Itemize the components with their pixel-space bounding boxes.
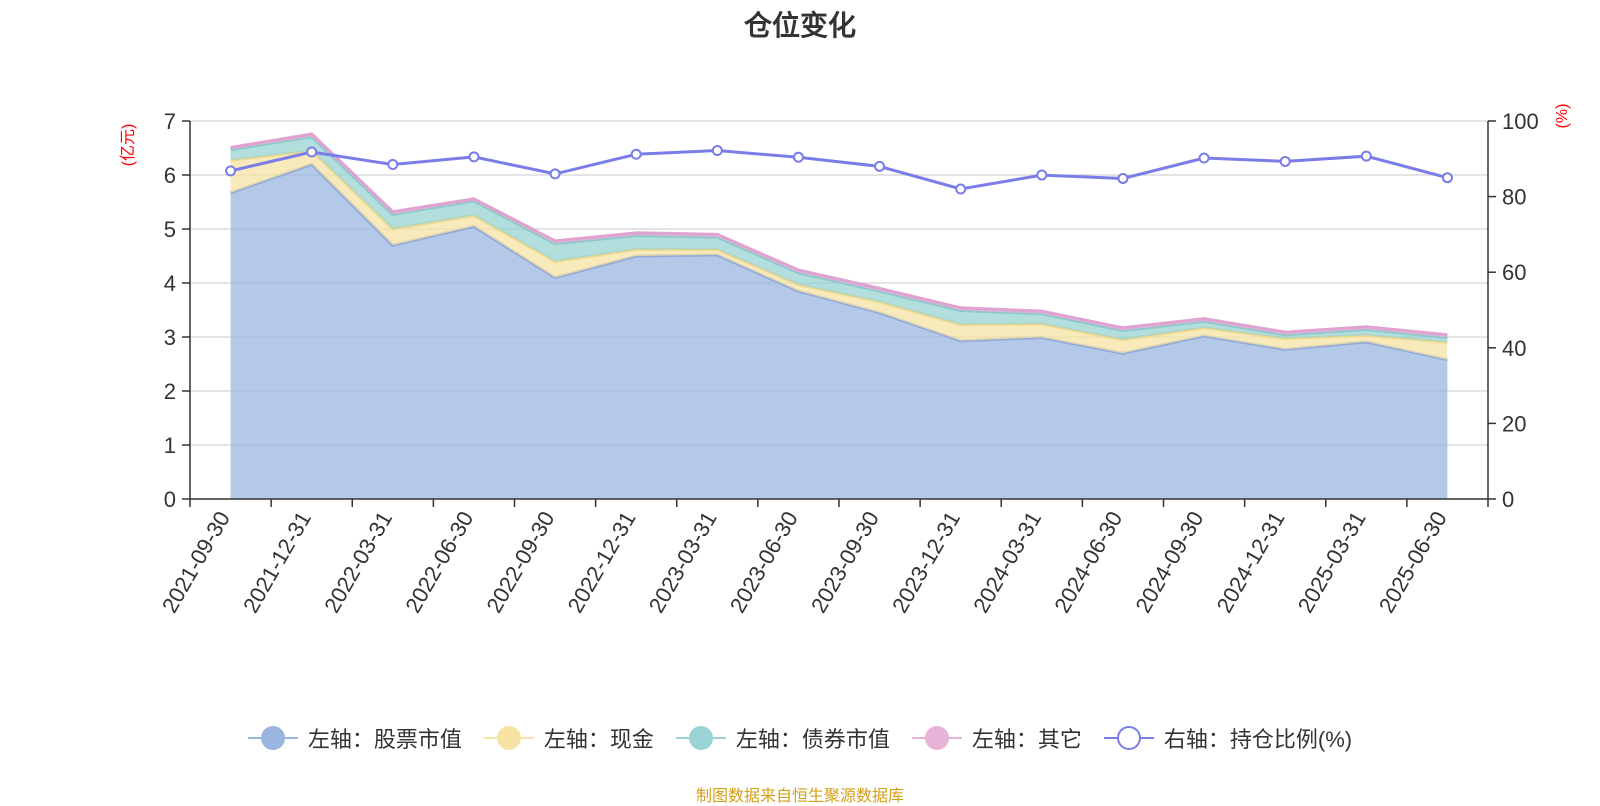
x-tick-label: 2023-09-30: [806, 507, 884, 617]
other-area-edge: [230, 132, 1448, 337]
x-tick-label: 2022-09-30: [481, 507, 559, 617]
left-tick-label: 5: [164, 217, 176, 242]
x-tick-label: 2023-12-31: [887, 507, 965, 617]
x-tick-label: 2021-12-31: [238, 507, 316, 617]
right-tick-label: 60: [1502, 260, 1526, 285]
right-tick-label: 20: [1502, 411, 1526, 436]
ratio-point: [792, 151, 804, 163]
left-axis-unit-label: (亿元): [119, 124, 137, 167]
left-tick-label: 4: [164, 271, 176, 296]
ratio-point: [1441, 172, 1453, 184]
legend-item-other[interactable]: 左轴：其它: [911, 722, 1082, 754]
x-tick-label: 2024-06-30: [1049, 507, 1127, 617]
ratio-point: [955, 183, 967, 195]
source-note: 制图数据来自恒生聚源数据库: [695, 788, 904, 805]
right-tick-label: 80: [1502, 185, 1526, 210]
ratio-line-layer: [225, 144, 1453, 195]
legend-item-stock[interactable]: 左轴：股票市值: [247, 722, 462, 754]
ratio-point: [874, 160, 886, 172]
ratio-line: [230, 148, 1448, 191]
legend-cash-label: 左轴：现金: [543, 727, 654, 752]
x-tick-label: 2025-06-30: [1374, 507, 1452, 617]
ratio-point: [630, 148, 642, 160]
left-tick-label: 6: [164, 163, 176, 188]
left-tick-label: 2: [164, 379, 176, 404]
ratio-point: [1198, 152, 1210, 164]
left-tick-label: 7: [164, 109, 176, 134]
legend-stock-label: 左轴：股票市值: [307, 727, 462, 752]
legend-cash-icon: [483, 726, 534, 750]
right-axis-unit-label: (%): [1554, 104, 1571, 129]
legend-ratio-icon: [1103, 726, 1154, 750]
left-tick-label: 0: [164, 487, 176, 512]
ratio-point: [387, 158, 399, 170]
legend-bond-label: 左轴：债券市值: [735, 727, 890, 752]
x-tick-label: 2021-09-30: [157, 507, 235, 617]
x-tick-label: 2024-12-31: [1212, 507, 1290, 617]
right-tick-label: 0: [1502, 487, 1514, 512]
x-tick-label: 2022-03-31: [319, 507, 397, 617]
legend-other-label: 左轴：其它: [971, 727, 1082, 752]
right-tick-label: 100: [1502, 109, 1539, 134]
x-tick-label: 2023-03-31: [644, 507, 722, 617]
ratio-point: [306, 146, 318, 158]
ratio-point: [1117, 172, 1129, 184]
legend-item-cash[interactable]: 左轴：现金: [483, 722, 654, 754]
legend-ratio-label: 右轴：持仓比例(%): [1163, 727, 1353, 752]
stock-area: [230, 164, 1448, 499]
x-tick-label: 2022-12-31: [563, 507, 641, 617]
left-tick-label: 1: [164, 433, 176, 458]
ratio-point: [468, 151, 480, 163]
ratio-point: [225, 165, 237, 177]
ratio-point: [1036, 169, 1048, 181]
chart-title: 仓位变化: [743, 10, 856, 41]
cash-area: [230, 150, 1448, 360]
right-tick-label: 40: [1502, 336, 1526, 361]
legend-stock-icon: [247, 726, 298, 750]
ratio-point: [1360, 150, 1372, 162]
x-tick-label: 2023-06-30: [725, 507, 803, 617]
legend-other-icon: [911, 726, 962, 750]
left-tick-label: 3: [164, 325, 176, 350]
ratio-point: [549, 168, 561, 180]
x-tick-label: 2024-03-31: [968, 507, 1046, 617]
x-tick-label: 2022-06-30: [400, 507, 478, 617]
x-tick-label: 2024-09-30: [1130, 507, 1208, 617]
legend-item-ratio[interactable]: 右轴：持仓比例(%): [1103, 722, 1353, 754]
legend-item-bond[interactable]: 左轴：债券市值: [675, 722, 890, 754]
area-layer: [230, 132, 1448, 499]
ratio-point: [1279, 155, 1291, 167]
x-tick-label: 2025-03-31: [1293, 507, 1371, 617]
ratio-point: [711, 144, 723, 156]
legend-bond-icon: [675, 726, 726, 750]
legend: 左轴：股票市值 左轴：现金 左轴：债券市值 左轴：其它 右轴：持仓比例(%): [0, 722, 1600, 754]
